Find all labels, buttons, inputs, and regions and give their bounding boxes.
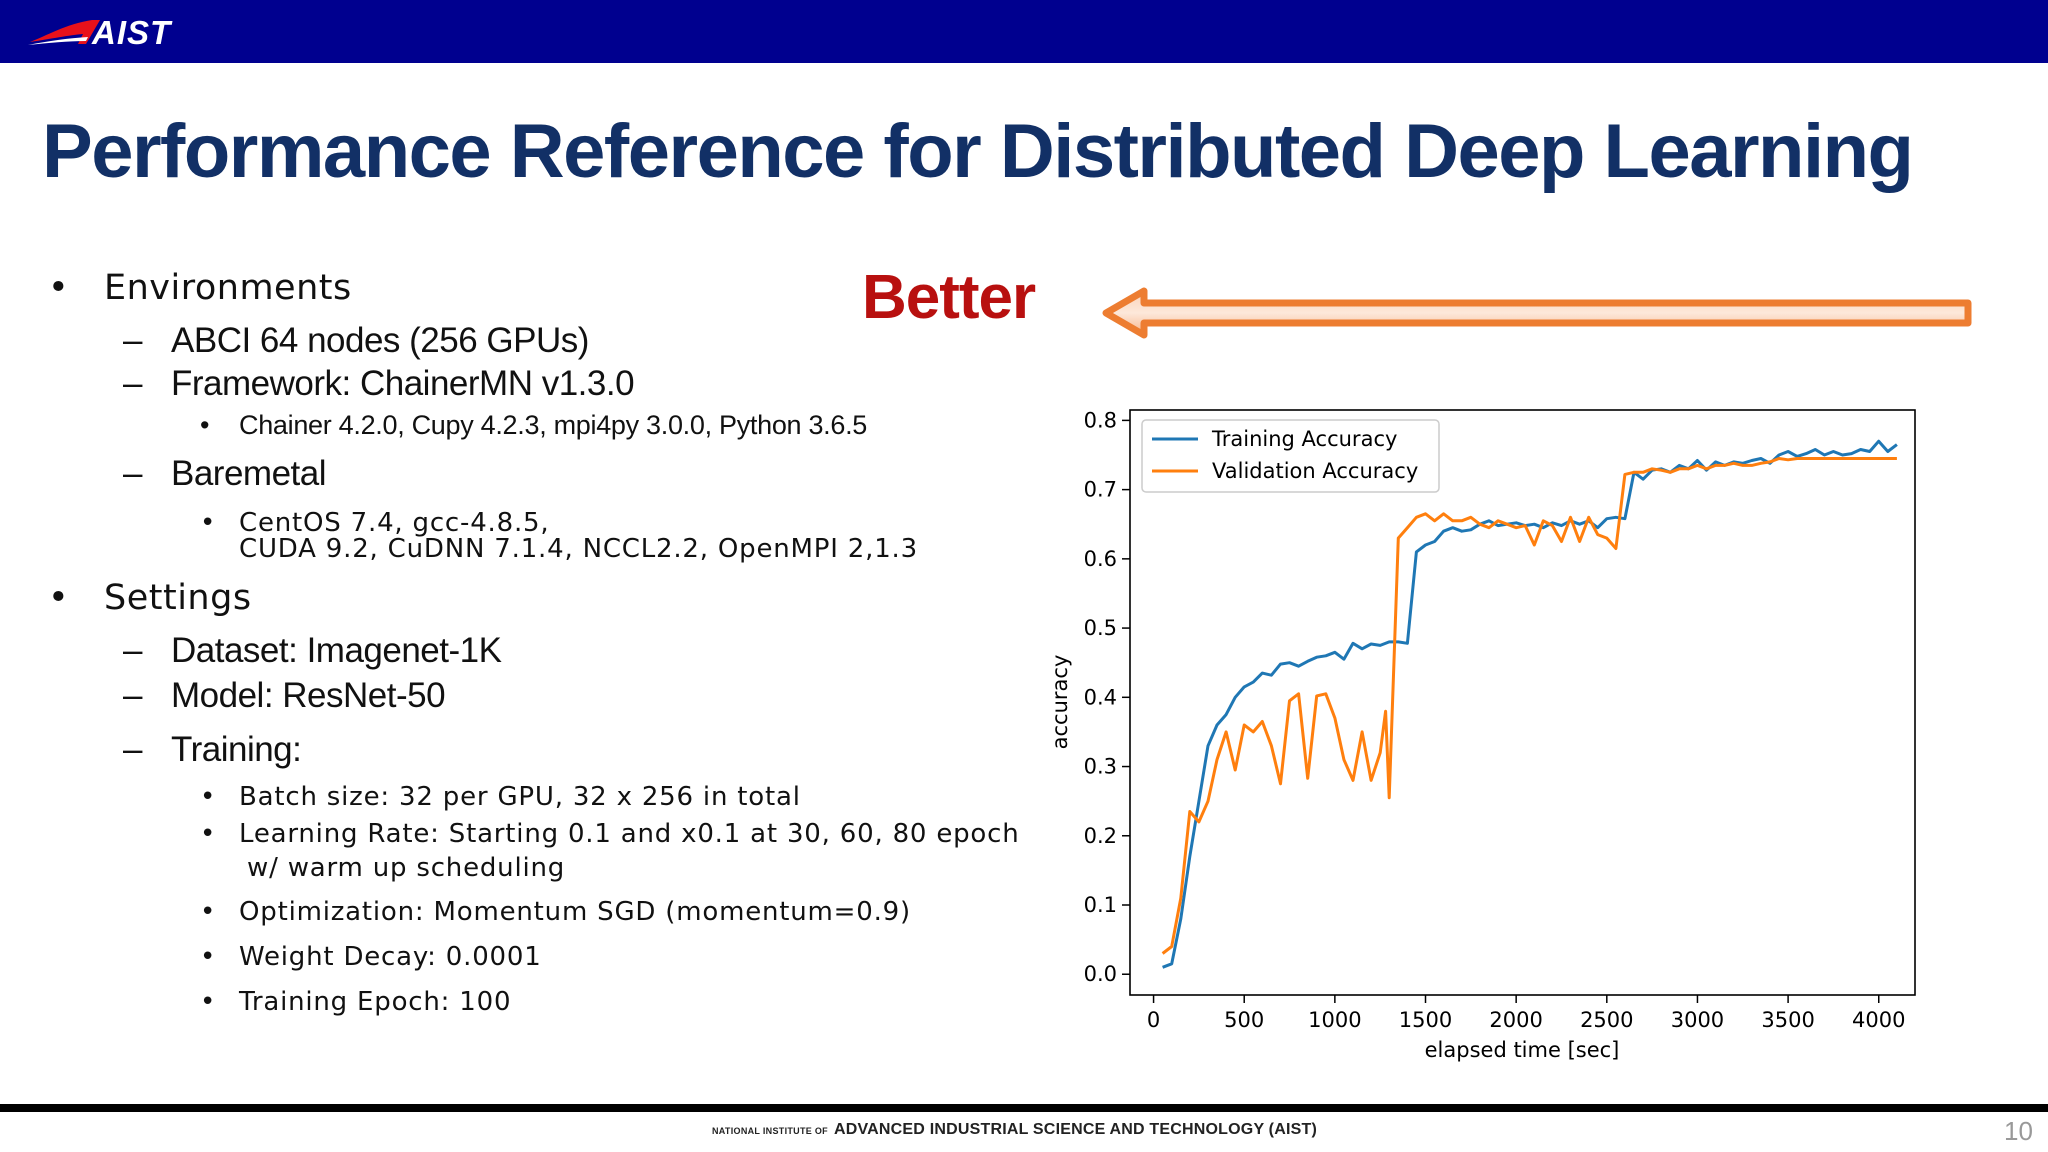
dash-marker: – xyxy=(123,364,142,403)
dash-marker: – xyxy=(123,676,142,715)
bullet-marker: • xyxy=(200,508,217,538)
bullet-marker: • xyxy=(200,782,217,812)
dash-marker: – xyxy=(123,730,142,769)
slide-title: Performance Reference for Distributed De… xyxy=(42,109,1914,194)
x-tick-label: 1500 xyxy=(1399,1008,1452,1032)
x-axis-label: elapsed time [sec] xyxy=(1425,1038,1620,1062)
legend-label-validation: Validation Accuracy xyxy=(1212,459,1418,483)
bullet-dataset: Dataset: Imagenet-1K xyxy=(171,631,502,670)
y-tick-label: 0.3 xyxy=(1084,755,1117,779)
bullet-marker: • xyxy=(48,268,70,308)
y-tick-label: 0.6 xyxy=(1084,547,1117,571)
x-tick-label: 0 xyxy=(1147,1008,1160,1032)
bullet-decay: Weight Decay: 0.0001 xyxy=(239,942,542,972)
x-tick-label: 3500 xyxy=(1761,1008,1814,1032)
better-label: Better xyxy=(862,263,1036,332)
x-tick-label: 2500 xyxy=(1580,1008,1633,1032)
x-tick-label: 500 xyxy=(1224,1008,1264,1032)
accuracy-chart: 0 500 1000 1500 2000 2500 3000 3500 4000 0.0 0.1 0.… xyxy=(1048,408,1916,1062)
bullet-environments: Environments xyxy=(104,268,352,308)
bullet-centos-line2: CUDA 9.2, CuDNN 7.1.4, NCCL2.2, OpenMPI … xyxy=(239,534,918,564)
bullet-marker: • xyxy=(200,819,217,849)
y-axis-label: accuracy xyxy=(1048,655,1072,750)
y-tick-label: 0.1 xyxy=(1084,893,1117,917)
bullet-libs: Chainer 4.2.0, Cupy 4.2.3, mpi4py 3.0.0,… xyxy=(239,410,868,440)
aist-logo-text: AIST xyxy=(92,14,172,51)
chart-legend: Training Accuracy Validation Accuracy xyxy=(1141,419,1440,493)
bullet-marker: • xyxy=(200,987,217,1017)
bullet-marker: • xyxy=(48,578,70,618)
bullet-settings: Settings xyxy=(104,578,252,618)
dash-marker: – xyxy=(123,631,142,670)
x-tick-label: 1000 xyxy=(1308,1008,1361,1032)
bullet-optim: Optimization: Momentum SGD (momentum=0.9… xyxy=(239,897,911,927)
bullet-centos-line1: CentOS 7.4, gcc-4.8.5, xyxy=(239,508,550,538)
series-line-validation xyxy=(1161,457,1897,955)
bullet-training: Training: xyxy=(171,730,302,769)
bullet-lr-line2: w/ warm up scheduling xyxy=(247,853,566,883)
footer-divider xyxy=(0,1104,2048,1112)
bullet-marker: • xyxy=(200,942,217,972)
plot-frame xyxy=(1129,409,1916,996)
bullet-framework: Framework: ChainerMN v1.3.0 xyxy=(171,364,635,403)
y-tick-label: 0.4 xyxy=(1084,685,1117,709)
bullet-marker: • xyxy=(200,897,217,927)
footer-institute: NATIONAL INSTITUTE OF ADVANCED INDUSTRIAL… xyxy=(712,1121,1317,1138)
left-arrow-icon xyxy=(1102,287,1972,339)
y-tick-label: 0.5 xyxy=(1084,616,1117,640)
bullet-lr-line1: Learning Rate: Starting 0.1 and x0.1 at … xyxy=(239,819,1020,849)
x-tick-label: 3000 xyxy=(1671,1008,1724,1032)
bullet-epoch: Training Epoch: 100 xyxy=(239,987,512,1017)
y-tick-label: 0.7 xyxy=(1084,478,1117,502)
dash-marker: – xyxy=(123,321,142,360)
legend-label-training: Training Accuracy xyxy=(1211,427,1397,451)
bullet-batch: Batch size: 32 per GPU, 32 x 256 in tota… xyxy=(239,782,801,812)
bullet-marker: • xyxy=(200,410,210,440)
y-tick-label: 0.0 xyxy=(1084,962,1117,986)
dash-marker: – xyxy=(123,454,142,493)
header-bar: AIST xyxy=(0,0,2048,63)
bullet-abci: ABCI 64 nodes (256 GPUs) xyxy=(171,321,589,360)
page-number: 10 xyxy=(2004,1116,2033,1146)
y-tick-label: 0.8 xyxy=(1084,408,1117,432)
aist-logo-icon xyxy=(28,20,100,45)
bullet-baremetal: Baremetal xyxy=(171,454,327,493)
x-tick-label: 2000 xyxy=(1489,1008,1542,1032)
bullet-model: Model: ResNet-50 xyxy=(171,676,446,715)
y-tick-label: 0.2 xyxy=(1084,824,1117,848)
bullet-list: • Environments – ABCI 64 nodes (256 GPUs… xyxy=(0,0,1020,1152)
x-tick-label: 4000 xyxy=(1852,1008,1905,1032)
